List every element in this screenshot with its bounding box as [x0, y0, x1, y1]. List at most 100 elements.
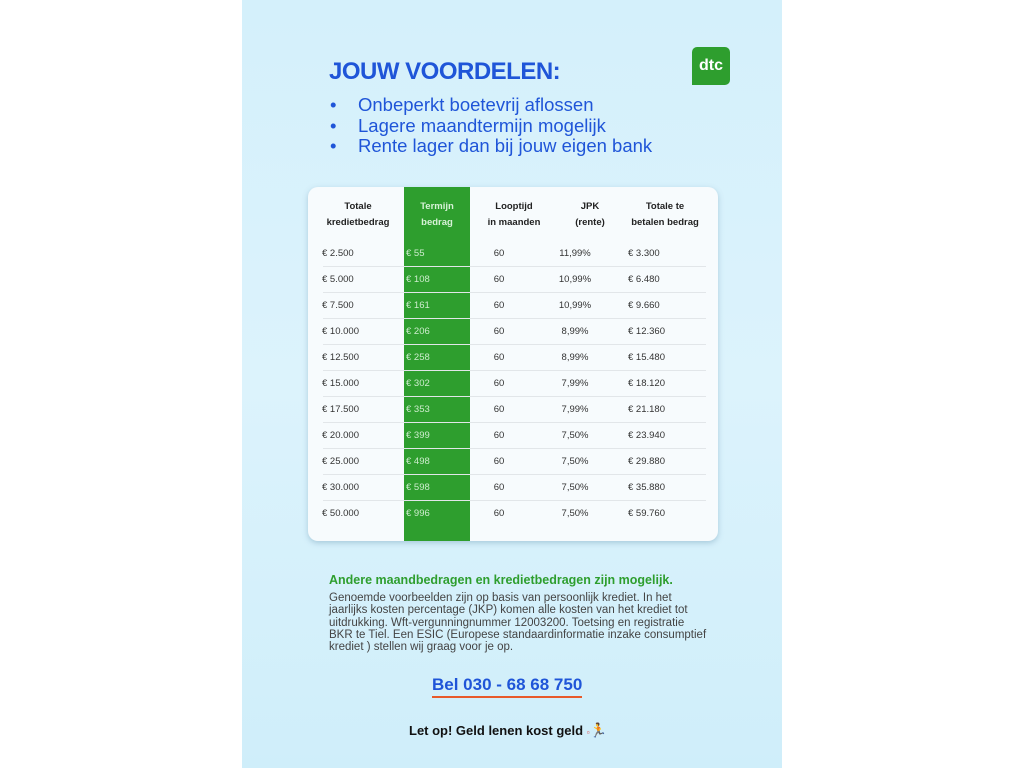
table-cell: € 25.000: [322, 456, 359, 467]
table-cell: € 6.480: [628, 274, 660, 285]
column-header: Totale te betalen bedrag: [615, 199, 715, 231]
column-header: Looptijd in maanden: [469, 199, 559, 231]
column-header-line: in maanden: [487, 217, 541, 228]
column-header-line: Totale te: [645, 201, 685, 212]
table-cell: € 15.480: [628, 352, 665, 363]
table-cell: 60: [493, 300, 505, 311]
table-cell: € 7.500: [322, 300, 354, 311]
row-divider: [323, 474, 706, 475]
table-cell: € 108: [406, 274, 430, 285]
column-header-line: Totale: [344, 201, 372, 212]
table-row: € 2.500 € 55 60 11,99% € 3.300: [322, 241, 706, 267]
table-cell: 8,99%: [561, 326, 589, 337]
table-cell: € 12.360: [628, 326, 665, 337]
table-cell: € 20.000: [322, 430, 359, 441]
benefit-item: • Onbeperkt boetevrij aflossen: [330, 94, 594, 115]
phone-link[interactable]: Bel 030 - 68 68 750: [432, 675, 583, 698]
benefits-list: • Onbeperkt boetevrij aflossen • Lagere ma…: [330, 94, 653, 157]
table-cell: € 21.180: [628, 404, 665, 415]
table-cell: € 17.500: [322, 404, 359, 415]
table-row: € 30.000 € 598 60 7,50% € 35.880: [322, 475, 706, 501]
table-cell: € 2.500: [322, 248, 354, 259]
table-cell: 7,50%: [561, 430, 589, 441]
table-cell: € 399: [406, 430, 430, 441]
column-header-line: betalen bedrag: [631, 217, 699, 228]
table-cell: 7,99%: [561, 404, 589, 415]
table-row: € 20.000 € 399 60 7,50% € 23.940: [322, 423, 706, 449]
table-cell: € 302: [406, 378, 430, 389]
table-cell: 7,50%: [561, 456, 589, 467]
table-row: € 15.000 € 302 60 7,99% € 18.120: [322, 371, 706, 397]
column-header-line: kredietbedrag: [326, 217, 390, 228]
row-divider: [323, 500, 706, 501]
column-header: JPK (rente): [560, 199, 620, 231]
dtc-logo: dtc: [692, 47, 730, 85]
benefit-item: • Lagere maandtermijn mogelijk: [330, 114, 606, 136]
termijn-column-highlight: [404, 187, 470, 541]
table-cell: 7,99%: [561, 378, 589, 389]
page-title: JOUW VOORDELEN:: [329, 58, 561, 85]
table-cell: 60: [493, 482, 505, 493]
table-cell: € 3.300: [628, 248, 660, 259]
row-divider: [323, 266, 706, 267]
table-cell: 11,99%: [559, 248, 591, 259]
row-divider: [323, 396, 706, 397]
table-cell: € 9.660: [628, 300, 660, 311]
table-cell: € 996: [406, 508, 430, 519]
table-cell: € 50.000: [322, 508, 359, 519]
table-cell: € 59.760: [628, 508, 665, 519]
table-row: € 7.500 € 161 60 10,99% € 9.660: [322, 293, 706, 319]
table-cell: 60: [493, 456, 505, 467]
table-cell: € 55: [406, 248, 425, 259]
table-cell: 60: [493, 508, 505, 519]
table-cell: 7,50%: [561, 508, 589, 519]
table-cell: 60: [493, 378, 505, 389]
table-cell: 60: [493, 430, 505, 441]
table-cell: 60: [493, 326, 505, 337]
flyer: JOUW VOORDELEN: dtc • Onbeperkt boetevrij…: [242, 0, 782, 768]
table-cell: € 598: [406, 482, 430, 493]
column-header-line: Termijn: [420, 201, 454, 212]
row-divider: [323, 448, 706, 449]
table-cell: € 18.120: [628, 378, 665, 389]
table-cell: € 206: [406, 326, 430, 337]
table-cell: € 29.880: [628, 456, 665, 467]
table-cell: 10,99%: [558, 300, 592, 311]
column-header-line: Looptijd: [495, 201, 533, 212]
table-cell: € 498: [406, 456, 430, 467]
table-row: € 10.000 € 206 60 8,99% € 12.360: [322, 319, 706, 345]
table-cell: 60: [493, 404, 505, 415]
table-cell: € 23.940: [628, 430, 665, 441]
table-cell: € 5.000: [322, 274, 354, 285]
running-man-icon: 🏃: [589, 722, 607, 738]
table-cell: 7,50%: [561, 482, 589, 493]
table-cell: € 258: [406, 352, 430, 363]
table-cell: € 12.500: [322, 352, 359, 363]
warning-text: Let op! Geld lenen kost geld ▫🏃: [409, 722, 607, 738]
table-cell: 8,99%: [561, 352, 589, 363]
column-header: Totale kredietbedrag: [313, 199, 403, 231]
benefit-item: • Rente lager dan bij jouw eigen bank: [330, 135, 653, 156]
row-divider: [323, 344, 706, 345]
row-divider: [323, 370, 706, 371]
ball-and-chain-icon: ▫: [586, 728, 590, 737]
table-cell: € 353: [406, 404, 430, 415]
table-cell: 60: [493, 248, 505, 259]
row-divider: [323, 318, 706, 319]
table-cell: € 15.000: [322, 378, 359, 389]
table-row: € 50.000 € 996 60 7,50% € 59.760: [322, 501, 706, 527]
column-header: Termijn bedrag: [404, 199, 470, 231]
table-row: € 12.500 € 258 60 8,99% € 15.480: [322, 345, 706, 371]
subheading: Andere maandbedragen en kredietbedragen …: [329, 573, 673, 587]
table-row: € 5.000 € 108 60 10,99% € 6.480: [322, 267, 706, 293]
column-header-line: JPK: [580, 201, 600, 212]
table-cell: 60: [493, 274, 505, 285]
table-cell: € 10.000: [322, 326, 359, 337]
row-divider: [323, 422, 706, 423]
row-divider: [323, 292, 706, 293]
table-row: € 25.000 € 498 60 7,50% € 29.880: [322, 449, 706, 475]
legal-text: Genoemde voorbeelden zijn op basis van p…: [329, 592, 707, 654]
table-cell: € 161: [406, 300, 430, 311]
table-cell: 10,99%: [558, 274, 592, 285]
column-header-line: bedrag: [421, 217, 453, 228]
